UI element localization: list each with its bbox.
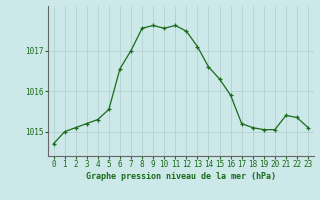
X-axis label: Graphe pression niveau de la mer (hPa): Graphe pression niveau de la mer (hPa) <box>86 172 276 181</box>
